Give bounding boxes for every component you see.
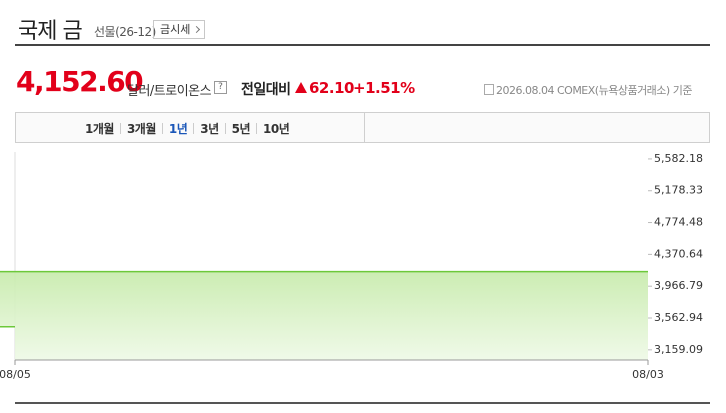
tab-separator [193,123,195,134]
y-tick-label: 5,582.18 [654,152,703,165]
x-tick-label: 08/05 [0,368,31,381]
price: 4,152.60 [16,65,144,98]
tab-separator [119,123,121,134]
help-icon[interactable]: ? [214,81,227,94]
gold-price-button[interactable]: 금시세 [153,20,206,39]
header-rule [15,44,710,46]
period-tabs: 1개월 3개월 1년 3년 5년 10년 [15,112,710,143]
tab-row: 1개월 3개월 1년 3년 5년 10년 [85,120,290,137]
up-arrow [295,82,307,93]
unit: 달러/트로이온스 [127,84,212,99]
period-tab[interactable]: 3년 [200,122,219,136]
tab-separator [161,123,163,134]
y-tick-label: 4,774.48 [654,216,703,229]
x-tick-label: 08/03 [632,368,664,381]
y-tick-label: 3,562.94 [654,311,703,324]
change-label: 전일대비 [241,82,291,98]
period-tab[interactable]: 1개월 [85,122,114,136]
tab-separator [256,123,258,134]
tab-divider [364,113,365,142]
period-tab[interactable]: 1년 [168,122,188,136]
change: 62.10 [309,79,354,97]
chevron-icon [193,25,201,34]
tab-separator [224,123,226,134]
period-tab[interactable]: 5년 [231,122,251,136]
as-of: 2026.08.04 COMEX(뉴욕상품거래소) 기준 [496,84,692,97]
area [0,271,648,360]
button-label[interactable]: 금시세 [160,23,191,36]
period-tab[interactable]: 3개월 [126,122,156,136]
y-tick-label: 3,159.09 [654,343,703,356]
y-tick-label: 4,370.64 [654,247,703,260]
y-tick-label: 5,178.33 [654,184,703,197]
subtitle: 선물(26-12) [94,25,156,39]
change-percent: +1.51% [353,79,415,97]
calendar-icon [484,84,494,95]
title: 국제 금 [18,19,83,44]
period-tab[interactable]: 10년 [263,122,290,136]
y-tick-label: 3,966.79 [654,279,703,292]
